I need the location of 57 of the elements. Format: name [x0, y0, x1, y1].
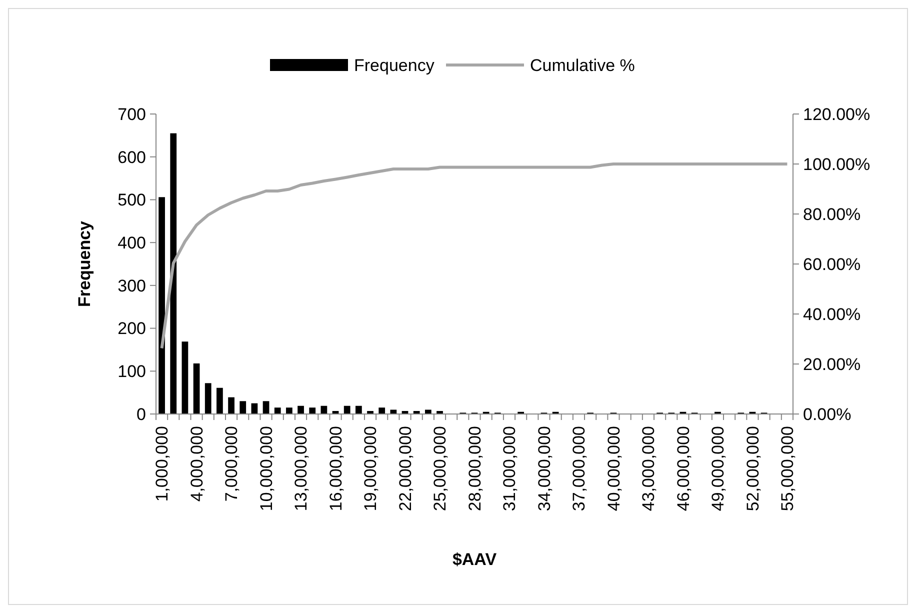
x-tick-label: 1,000,000 [152, 426, 172, 502]
y-tick-label: 100 [118, 362, 146, 382]
x-tick-label: 28,000,000 [465, 426, 484, 512]
x-tick-label: 19,000,000 [361, 426, 380, 512]
bar [274, 408, 281, 414]
x-tick-label: 4,000,000 [187, 426, 206, 502]
x-tick-label: 25,000,000 [430, 426, 450, 512]
y2-tick-label: 60.00% [803, 254, 861, 274]
x-tick-label: 34,000,000 [534, 426, 554, 512]
x-tick-label: 22,000,000 [396, 426, 415, 512]
bar [262, 401, 270, 414]
bar [204, 383, 212, 414]
bar [309, 408, 316, 414]
y-axis-title: Frequency [75, 220, 94, 307]
x-tick-label: 40,000,000 [604, 426, 624, 512]
y2-tick-label: 20.00% [803, 354, 861, 374]
legend-label: Frequency [354, 56, 435, 75]
y-tick-label: 700 [118, 104, 146, 124]
y-tick-label: 200 [118, 319, 146, 338]
y-tick-label: 500 [118, 190, 146, 210]
x-tick-label: 16,000,000 [326, 426, 346, 512]
x-tick-label: 49,000,000 [708, 426, 728, 512]
y2-tick-label: 40.00% [803, 304, 861, 324]
line-series [160, 162, 789, 350]
y-tick-label: 0 [136, 404, 146, 424]
x-tick-label: 10,000,000 [256, 426, 276, 512]
y-tick-label: 400 [118, 234, 146, 253]
bar [378, 408, 386, 414]
legend-label: Cumulative % [530, 56, 635, 75]
y2-tick-label: 0.00% [803, 404, 852, 424]
x-tick-label: 7,000,000 [222, 426, 242, 502]
bar [158, 197, 165, 414]
x-tick-label: 46,000,000 [674, 426, 693, 512]
bar [298, 406, 304, 414]
bar [424, 410, 432, 414]
bar [344, 406, 350, 414]
bar [170, 133, 177, 414]
x-tick-label: 55,000,000 [778, 426, 798, 512]
x-tick-label: 43,000,000 [639, 426, 658, 512]
y2-tick-label: 80.00% [803, 204, 861, 224]
y-tick-label: 300 [118, 276, 146, 296]
bar [286, 408, 292, 414]
y2-tick-label: 120.00% [803, 104, 870, 124]
y2-tick-label: 100.00% [803, 154, 870, 174]
bar [390, 410, 397, 414]
x-tick-label: 52,000,000 [743, 426, 762, 512]
bar [193, 363, 200, 414]
bar [240, 401, 246, 414]
bar [182, 342, 188, 414]
x-tick-label: 31,000,000 [500, 426, 520, 512]
bar [216, 388, 223, 414]
bar [228, 397, 234, 414]
x-tick-label: 13,000,000 [292, 426, 311, 512]
x-axis-title: $AAV [452, 550, 498, 569]
bar [355, 406, 362, 414]
x-tick-label: 37,000,000 [570, 426, 589, 512]
y-tick-label: 600 [118, 148, 146, 167]
